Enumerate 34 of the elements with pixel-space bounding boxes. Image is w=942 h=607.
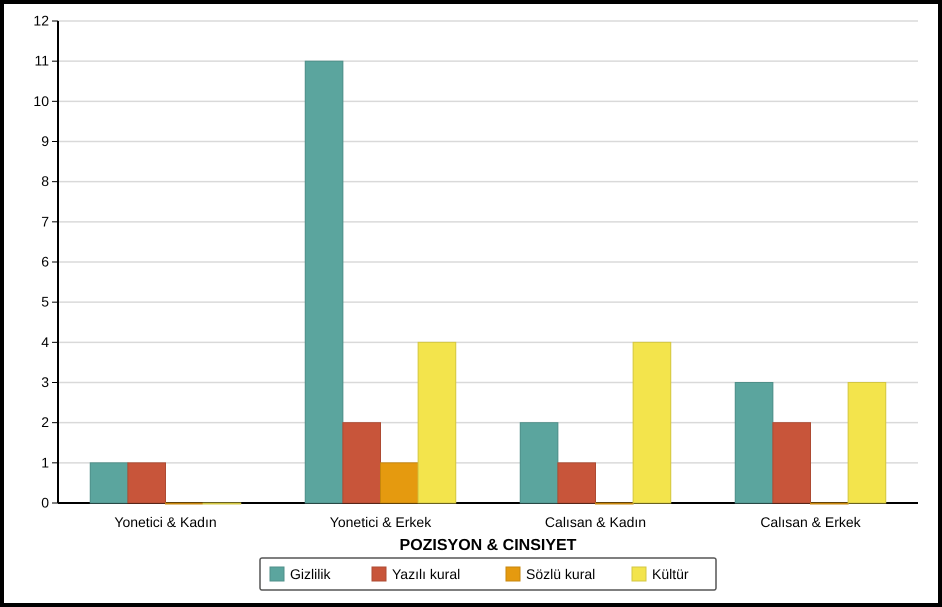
y-tick-label: 12: [33, 12, 50, 28]
bar: [772, 422, 811, 504]
y-tick-label: 8: [41, 173, 50, 190]
x-tick-label: Yonetici & Kadın: [114, 514, 217, 530]
legend-label: Sözlü kural: [526, 566, 596, 582]
y-tick-label: 11: [34, 52, 50, 69]
y-tick-label: 6: [41, 253, 50, 270]
bar: [380, 462, 419, 504]
bar: [127, 462, 166, 504]
bar: [304, 60, 344, 504]
bar: [342, 422, 381, 504]
bar: [848, 382, 886, 504]
bar: [520, 422, 558, 504]
y-tick-label: 7: [41, 213, 50, 230]
y-tick-label: 5: [41, 294, 50, 310]
y-tick-label: 10: [33, 92, 50, 109]
y-tick-label: 9: [41, 132, 50, 149]
y-tick-label: 0: [41, 494, 50, 510]
x-tick-label: Calısan & Kadın: [544, 514, 646, 530]
legend-label: Yazılı kural: [392, 566, 460, 582]
bar: [734, 382, 774, 504]
legend-label: Gizlilik: [290, 566, 332, 582]
bar: [557, 462, 596, 504]
y-tick-label: 2: [41, 414, 50, 430]
bar: [632, 342, 672, 504]
y-tick-label: 4: [41, 334, 50, 350]
x-tick-label: Yonetici & Erkek: [330, 514, 432, 530]
y-tick-label: 3: [41, 374, 50, 390]
legend-label: Kültür: [652, 566, 689, 582]
bar: [418, 342, 456, 504]
x-axis-title: POZISYON & CINSIYET: [400, 537, 577, 554]
y-tick-label: 1: [41, 454, 50, 470]
bar: [90, 462, 128, 504]
x-tick-label: Calısan & Erkek: [760, 514, 862, 530]
